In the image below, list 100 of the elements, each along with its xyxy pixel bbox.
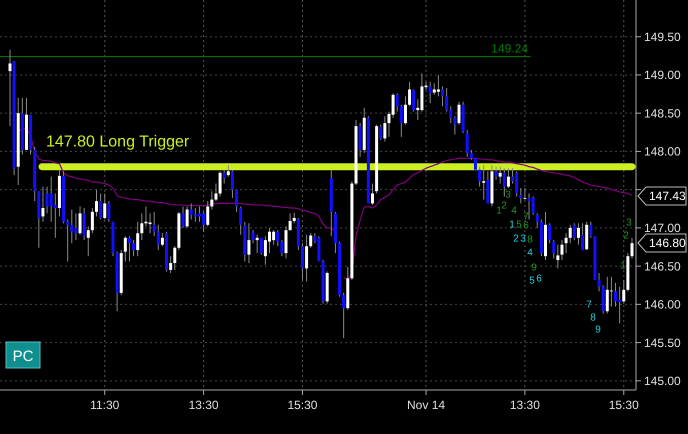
- candlestick: [528, 192, 531, 220]
- candlestick: [568, 224, 572, 244]
- y-tick-label: 146.50: [644, 259, 682, 274]
- annotation: 2: [513, 234, 520, 244]
- candlestick: [148, 212, 152, 234]
- candlestick: [210, 190, 214, 210]
- candlestick: [432, 82, 436, 96]
- y-tick-label: 148.00: [644, 144, 682, 159]
- candlestick: [536, 212, 539, 228]
- candlestick: [581, 222, 584, 251]
- x-tick-label: 15:30: [287, 398, 318, 412]
- candlestick: [268, 227, 272, 254]
- annotation: 4: [511, 206, 518, 216]
- annotation: 2: [501, 200, 508, 212]
- candlestick: [82, 208, 86, 241]
- candlestick: [428, 81, 432, 104]
- candlestick: [441, 86, 444, 107]
- candlestick: [358, 122, 362, 158]
- annotation: 1: [496, 206, 502, 216]
- candlestick: [99, 192, 102, 220]
- candlestick: [198, 206, 201, 222]
- candlestick: [124, 236, 127, 262]
- text: 146.80: [649, 236, 686, 250]
- candlestick: [54, 192, 57, 238]
- candlestick: [132, 240, 136, 257]
- annotation: 1: [620, 260, 626, 272]
- candlestick: [226, 164, 230, 178]
- candlestick: [564, 232, 568, 254]
- annotation: 6: [536, 274, 542, 284]
- candlestick: [70, 209, 74, 244]
- pc-button: PC: [6, 342, 40, 368]
- annotation: 5: [516, 220, 522, 230]
- candlestick: [317, 236, 320, 262]
- candlestick: [247, 222, 250, 264]
- y-tick-label: 148.50: [644, 106, 682, 120]
- annotation: 9: [595, 324, 602, 336]
- candlestick: [309, 232, 312, 248]
- annotation: 8: [590, 312, 596, 324]
- candlestick: [606, 276, 609, 314]
- candlestick: [614, 282, 618, 308]
- candlestick: [86, 226, 90, 257]
- candlestick: [230, 169, 234, 199]
- candlestick: [156, 224, 160, 251]
- candlestick: [589, 221, 592, 238]
- candlestick: [276, 230, 280, 247]
- candlestick: [222, 169, 226, 184]
- x-tick-label: 15:30: [608, 398, 640, 412]
- annotation: 2: [623, 230, 630, 242]
- annotation: 3: [520, 234, 526, 244]
- candlestick: [235, 189, 238, 212]
- candlestick: [288, 212, 292, 231]
- candlestick: [408, 81, 412, 107]
- candlestick: [478, 166, 482, 188]
- candlestick: [50, 176, 53, 222]
- annotation: 8: [527, 234, 534, 246]
- y-tick-label: 146.00: [644, 298, 682, 312]
- candlestick: [78, 206, 82, 236]
- candlestick: [292, 212, 296, 224]
- candlestick: [383, 116, 386, 142]
- candlestick: [548, 222, 552, 244]
- candlestick: [41, 186, 44, 222]
- candlestick: [396, 92, 399, 112]
- candlestick: [436, 74, 440, 97]
- candlestick: [560, 240, 564, 260]
- candlestick: [280, 240, 284, 257]
- x-tick-label: Nov 14: [407, 398, 446, 412]
- candlestick: [457, 101, 460, 126]
- ref-line-label: 149.24: [491, 42, 528, 56]
- candlestick: [90, 208, 94, 234]
- y-tick-label: 145.50: [644, 336, 682, 350]
- candlestick: [206, 200, 210, 227]
- annotation: 9: [531, 262, 538, 274]
- candlestick: [610, 276, 613, 308]
- candlestick: [370, 183, 374, 206]
- x-tick-label: 13:30: [188, 398, 219, 412]
- y-tick-label: 149.50: [644, 30, 682, 44]
- candlestick: [239, 206, 242, 236]
- candlestick: [173, 246, 176, 270]
- y-tick-label: 145.00: [644, 374, 682, 388]
- candlestick: [420, 72, 424, 112]
- annotation: PC: [12, 348, 34, 365]
- candlestick: [252, 230, 255, 244]
- candlestick: [532, 196, 535, 216]
- candlestick: [515, 170, 518, 198]
- candlestick: [46, 186, 49, 214]
- candlestick: [379, 124, 382, 140]
- candlestick: [218, 170, 222, 198]
- candlestick: [260, 237, 263, 256]
- annotation: 6: [523, 220, 530, 232]
- annotation: 5: [529, 276, 536, 286]
- candlestick: [160, 232, 164, 247]
- candlestick: [202, 211, 206, 232]
- x-tick-label: 11:30: [90, 398, 120, 412]
- candlestick: [140, 212, 144, 241]
- candlestick: [494, 166, 498, 180]
- candlestick: [300, 242, 304, 280]
- candlestick: [107, 200, 110, 222]
- ref-line-label: 147.80 Long Trigger: [46, 134, 190, 151]
- candlestick: [66, 218, 70, 262]
- candlestick: [552, 240, 556, 259]
